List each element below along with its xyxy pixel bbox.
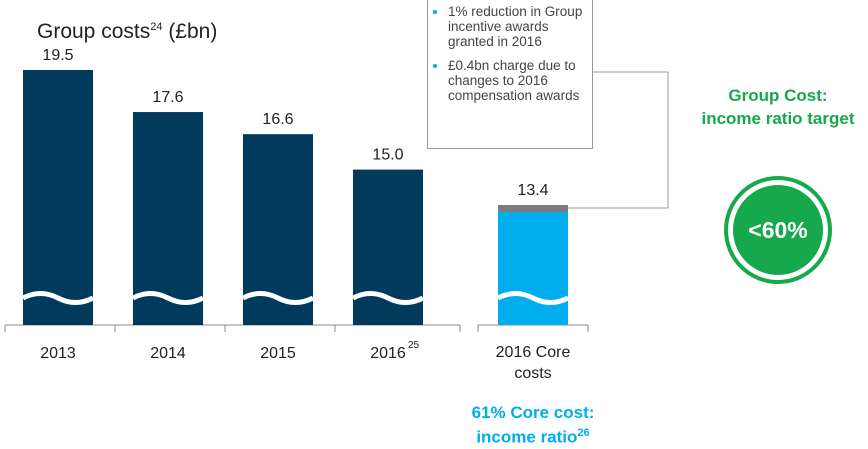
axis-break xyxy=(131,291,205,305)
x-tick-label: 2015 xyxy=(260,345,296,362)
x-tick-footnote: 25 xyxy=(408,340,420,351)
core-bar xyxy=(498,205,568,325)
axis-break xyxy=(496,291,570,305)
core-note: 61% Core cost: income ratio26 xyxy=(440,402,626,448)
annotation-item: £0.4bn charge due to changes to 2016 com… xyxy=(448,58,584,103)
core-bar-cap xyxy=(498,205,568,212)
chart-title: Group costs24 (£bn) xyxy=(37,20,217,44)
axis-break xyxy=(241,291,315,305)
title-footnote: 24 xyxy=(150,21,163,33)
annotation-box: 1% reduction in Group incentive awards g… xyxy=(427,0,593,149)
bar xyxy=(23,70,93,325)
target-title: Group Cost: income ratio target xyxy=(701,86,855,128)
value-label: 13.4 xyxy=(517,182,548,199)
connector xyxy=(568,71,669,209)
title-text: Group costs xyxy=(37,20,151,43)
axis-break xyxy=(351,291,425,305)
x-tick-label: 2013 xyxy=(40,345,76,362)
value-label: 15.0 xyxy=(372,147,403,164)
title-unit: (£bn) xyxy=(168,20,218,43)
bar xyxy=(133,112,203,325)
core-note-text: 61% Core cost: income ratio xyxy=(471,403,595,447)
core-note-footnote: 26 xyxy=(577,427,590,439)
target-value: <60% xyxy=(748,217,807,243)
x-tick-label: 2014 xyxy=(150,345,186,362)
value-label: 17.6 xyxy=(152,89,183,106)
annotation-item: 1% reduction in Group incentive awards g… xyxy=(448,4,584,49)
axis-break xyxy=(21,291,95,305)
x-tick-label: 2016 xyxy=(370,345,406,362)
value-label: 19.5 xyxy=(42,47,73,64)
x-tick-label: 2016 Core costs xyxy=(495,344,571,382)
value-label: 16.6 xyxy=(262,111,293,128)
target-disc xyxy=(733,185,823,275)
target-ring xyxy=(724,176,832,284)
